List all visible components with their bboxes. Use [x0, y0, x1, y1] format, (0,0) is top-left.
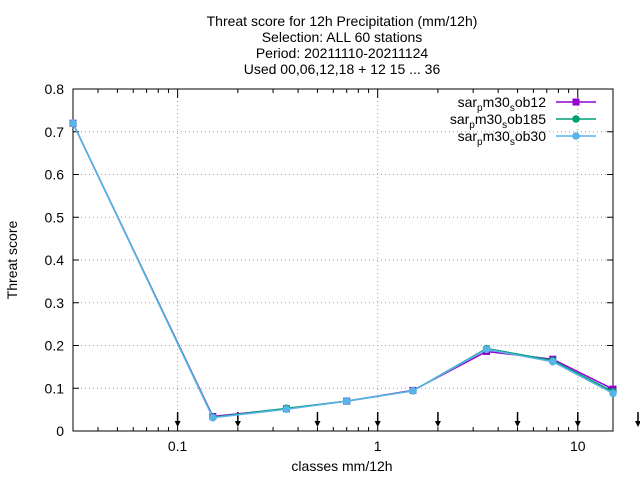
- y-axis-ticks: 0 0.1 0.2 0.3 0.4 0.5 0.6 0.7 0.8: [45, 81, 613, 439]
- data-point: [209, 413, 217, 422]
- title-line-1: Threat score for 12h Precipitation (mm/1…: [207, 13, 478, 29]
- threshold-arrow-head: [174, 421, 181, 427]
- series-line: [72, 122, 614, 419]
- series-sar_pm30_sob12: [69, 119, 617, 420]
- y-axis-label: Threat score: [4, 220, 20, 299]
- y-tick-label: 0.8: [45, 81, 65, 97]
- x-tick-label: 10: [570, 438, 586, 454]
- threshold-arrow-head: [314, 421, 321, 427]
- data-point: [409, 387, 417, 395]
- data-point: [342, 397, 351, 405]
- title-line-2: Selection: ALL 60 stations: [262, 29, 423, 45]
- title-line-4: Used 00,06,12,18 + 12 15 ... 36: [244, 61, 441, 77]
- data-point: [69, 119, 77, 127]
- series-line: [72, 122, 614, 419]
- series-sar_pm30_sob30: [69, 119, 617, 422]
- chart-title: Threat score for 12h Precipitation (mm/1…: [207, 13, 478, 77]
- threshold-arrow-head: [514, 421, 521, 427]
- threshold-arrow-head: [634, 421, 640, 427]
- x-axis-label: classes mm/12h: [291, 458, 392, 474]
- data-point: [572, 132, 580, 140]
- y-tick-label: 0.5: [45, 209, 65, 225]
- y-tick-label: 0.1: [45, 380, 65, 396]
- y-tick-label: 0.3: [45, 295, 65, 311]
- x-tick-label: 1: [374, 438, 382, 454]
- data-point: [572, 115, 580, 123]
- data-point: [482, 345, 491, 354]
- threshold-arrow-head: [574, 421, 581, 427]
- y-tick-label: 0.7: [45, 124, 65, 140]
- y-tick-label: 0.2: [45, 338, 65, 354]
- data-point: [609, 389, 617, 398]
- data-point: [548, 357, 557, 366]
- y-tick-label: 0.6: [45, 167, 65, 183]
- threshold-arrow-head: [434, 421, 441, 427]
- series-sar_pm30_sob185: [69, 119, 617, 422]
- x-axis-ticks: 0.1 1 10: [97, 89, 586, 454]
- y-tick-label: 0: [56, 423, 64, 439]
- title-line-3: Period: 20211110-20211124: [256, 45, 429, 61]
- legend-label: sarpm30sob12: [458, 94, 547, 114]
- legend-label: sarpm30sob185: [450, 111, 546, 131]
- x-tick-label: 0.1: [168, 438, 188, 454]
- threshold-arrows: [174, 412, 640, 427]
- data-point: [282, 405, 291, 413]
- series-line: [72, 122, 614, 418]
- series-lines: [69, 119, 617, 422]
- data-point: [572, 98, 580, 106]
- y-tick-label: 0.4: [45, 252, 65, 268]
- threshold-arrow-head: [374, 421, 381, 427]
- legend-label: sarpm30sob30: [458, 128, 547, 148]
- threshold-arrow-head: [234, 421, 241, 427]
